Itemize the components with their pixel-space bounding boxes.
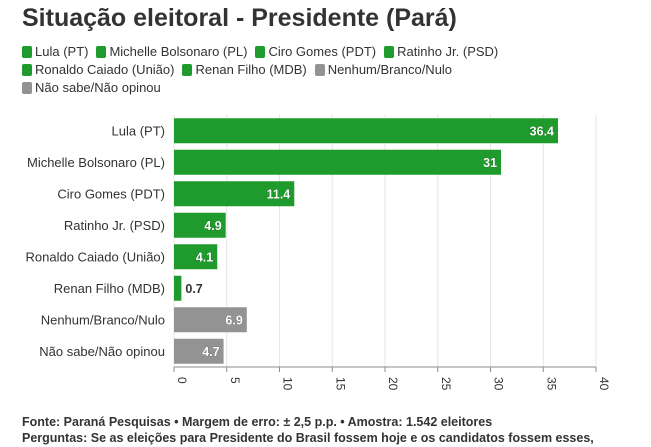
legend-label: Michelle Bolsonaro (PL) — [109, 44, 248, 59]
chart-footer: Fonte: Paraná Pesquisas • Margem de erro… — [22, 414, 594, 446]
legend-swatch — [255, 45, 266, 58]
x-tick-label: 30 — [492, 377, 506, 391]
data-label: 36.4 — [530, 124, 554, 138]
bar — [174, 244, 218, 270]
legend-swatch — [22, 63, 32, 76]
bar — [174, 307, 247, 333]
legend-swatch — [22, 81, 32, 94]
data-label: 4.9 — [204, 219, 221, 233]
legend-label: Lula (PT) — [35, 44, 89, 59]
legend-item[interactable]: Lula (PT) — [22, 43, 88, 60]
data-label: 31 — [483, 156, 497, 170]
data-label: 4.7 — [202, 345, 219, 359]
legend-item[interactable]: Não sabe/Não opinou — [22, 79, 161, 96]
category-label: Ratinho Jr. (PSD) — [64, 218, 165, 233]
legend-swatch — [22, 45, 32, 58]
legend-label: Renan Filho (MDB) — [195, 62, 307, 77]
data-label: 4.1 — [196, 250, 213, 264]
legend-label: Nenhum/Branco/Nulo — [327, 62, 453, 77]
x-tick-label: 40 — [597, 377, 611, 391]
legend-item[interactable]: Ciro Gomes (PDT) — [255, 43, 376, 60]
bar-chart: Lula (PT) 36.4 Michelle Bolsonaro (PL) 31 Ci… — [26, 115, 611, 391]
x-tick-label: 10 — [281, 377, 295, 391]
legend-item[interactable]: Ratinho Jr. (PSD) — [384, 43, 498, 60]
legend-swatch — [96, 45, 107, 58]
category-label: Michelle Bolsonaro (PL) — [27, 155, 165, 170]
category-label: Renan Filho (MDB) — [54, 281, 165, 296]
legend-label: Ratinho Jr. (PSD) — [397, 44, 499, 59]
x-tick-label: 20 — [386, 377, 400, 391]
footer-question: Perguntas: Se as eleições para President… — [22, 431, 594, 445]
data-label: 0.7 — [185, 282, 202, 296]
x-tick-label: 35 — [544, 377, 558, 391]
category-label: Nenhum/Branco/Nulo — [41, 312, 165, 327]
legend-swatch — [384, 45, 395, 58]
legend-swatch — [182, 63, 193, 76]
chart-title: Situação eleitoral - Presidente (Pará) — [22, 4, 457, 32]
chart-legend: Lula (PT) Michelle Bolsonaro (PL) Ciro Gom… — [22, 43, 582, 96]
bar — [174, 275, 182, 301]
category-label: Lula (PT) — [112, 123, 165, 138]
category-label: Ciro Gomes (PDT) — [57, 186, 165, 201]
bar — [174, 149, 502, 175]
legend-item[interactable]: Ronaldo Caiado (União) — [22, 61, 174, 78]
legend-label: Ciro Gomes (PDT) — [268, 44, 377, 59]
data-label: 6.9 — [225, 313, 242, 327]
legend-item[interactable]: Nenhum/Branco/Nulo — [314, 61, 453, 78]
bar — [174, 212, 226, 238]
x-tick-label: 5 — [228, 377, 242, 384]
legend-label: Ronaldo Caiado (União) — [35, 62, 175, 77]
bar — [174, 338, 224, 364]
legend-item[interactable]: Renan Filho (MDB) — [182, 61, 307, 78]
legend-swatch — [314, 63, 325, 76]
category-label: Não sabe/Não opinou — [39, 344, 165, 359]
legend-label: Não sabe/Não opinou — [35, 80, 161, 95]
data-label: 11.4 — [267, 187, 291, 201]
x-tick-label: 15 — [333, 377, 347, 391]
category-label: Ronaldo Caiado (União) — [26, 249, 165, 264]
legend-item[interactable]: Michelle Bolsonaro (PL) — [96, 43, 247, 60]
bar — [174, 118, 559, 144]
x-tick-label: 0 — [175, 377, 189, 384]
x-tick-label: 25 — [439, 377, 453, 391]
footer-source: Fonte: Paraná Pesquisas • Margem de erro… — [22, 415, 493, 429]
bar — [174, 181, 295, 207]
